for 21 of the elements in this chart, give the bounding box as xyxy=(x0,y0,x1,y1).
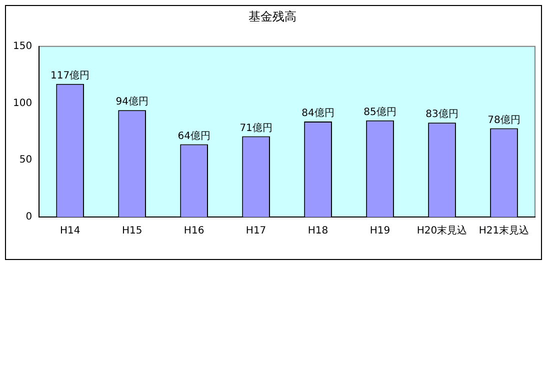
data-label: 85億円 xyxy=(364,106,396,118)
x-tick-label: H17 xyxy=(246,226,266,237)
x-tick-label: H21末見込 xyxy=(478,224,530,237)
chart-title: 基金残高 xyxy=(248,9,296,24)
y-tick-label: 100 xyxy=(12,98,32,109)
y-tick-label: 50 xyxy=(19,154,32,166)
y-tick-label: 150 xyxy=(12,40,32,52)
y-tick-label: 0 xyxy=(26,212,32,223)
data-label: 84億円 xyxy=(302,107,334,120)
data-label: 94億円 xyxy=(116,96,148,108)
x-tick-label: H15 xyxy=(122,226,142,237)
data-label: 83億円 xyxy=(426,108,458,120)
x-tick-label: H16 xyxy=(184,226,204,237)
data-label: 117億円 xyxy=(50,70,90,82)
x-tick-label: H20末見込 xyxy=(416,224,468,237)
x-tick-label: H19 xyxy=(370,226,390,237)
x-tick-label: H18 xyxy=(308,226,328,237)
x-tick-label: H14 xyxy=(60,226,80,237)
data-label: 71億円 xyxy=(240,122,272,134)
data-label: 78億円 xyxy=(488,114,520,126)
data-label: 64億円 xyxy=(178,130,210,142)
